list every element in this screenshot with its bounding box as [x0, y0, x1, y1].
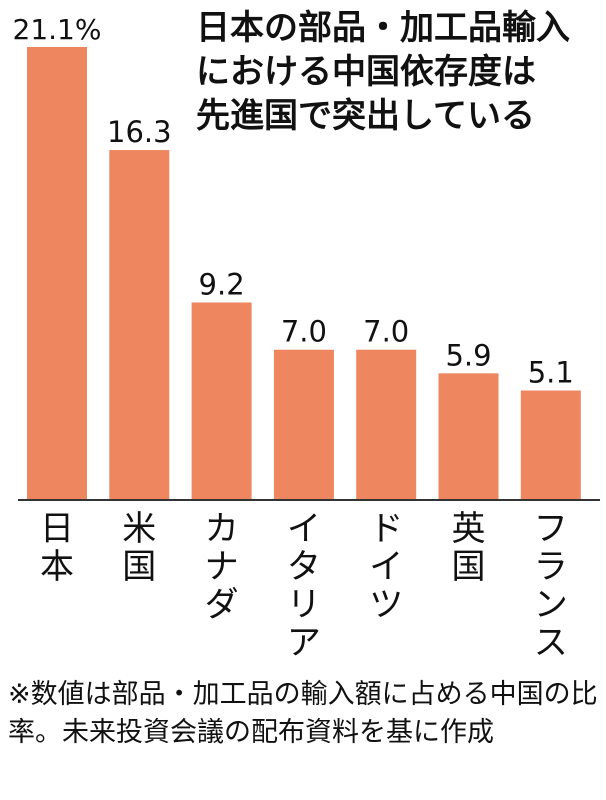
svg-text:ド: ド	[369, 509, 403, 549]
value-label-5: 7.0	[363, 315, 409, 349]
value-label-1: 21.1%	[13, 13, 102, 46]
source-note: ※数値は部品・加工品の輸入額に占める中国の比率。未来投資会議の配布資料を基に作成	[8, 679, 598, 748]
bar-4	[273, 349, 334, 500]
svg-text:カ: カ	[205, 509, 239, 549]
category-label-3: カナダ	[205, 509, 239, 625]
svg-text:英: 英	[452, 509, 486, 549]
svg-text:国: 国	[122, 547, 156, 587]
title-line-2: における中国依存度は	[196, 52, 536, 92]
category-label-1: 日本	[40, 509, 74, 587]
bar-3	[191, 302, 252, 500]
category-label-6: 英国	[452, 509, 486, 587]
svg-text:イ: イ	[369, 547, 403, 587]
svg-text:ン: ン	[534, 585, 568, 625]
svg-text:ア: ア	[287, 623, 321, 663]
svg-text:ラ: ラ	[534, 547, 568, 587]
value-label-4: 7.0	[281, 315, 327, 349]
svg-text:国: 国	[452, 547, 486, 587]
svg-text:リ: リ	[287, 585, 321, 625]
bar-7	[520, 390, 581, 500]
svg-text:米: 米	[122, 509, 156, 549]
bar-6	[438, 373, 499, 500]
category-label-2: 米国	[122, 509, 156, 587]
svg-text:ダ: ダ	[205, 585, 239, 625]
svg-text:ツ: ツ	[369, 585, 403, 625]
value-label-3: 9.2	[199, 267, 245, 301]
svg-text:日: 日	[40, 509, 74, 549]
value-label-6: 5.9	[445, 338, 491, 372]
value-label-7: 5.1	[528, 356, 574, 390]
svg-text:タ: タ	[287, 547, 321, 587]
value-label-2: 16.3	[107, 115, 172, 149]
bar-5	[356, 349, 417, 500]
title-line-3: 先進国で突出している	[196, 96, 535, 136]
svg-text:ナ: ナ	[205, 547, 239, 587]
svg-text:本: 本	[40, 547, 74, 587]
chart-title: 日本の部品・加工品輸入 における中国依存度は 先進国で突出している	[196, 6, 600, 138]
svg-text:イ: イ	[287, 509, 321, 549]
svg-text:フ: フ	[534, 509, 568, 549]
title-line-1: 日本の部品・加工品輸入	[196, 8, 570, 48]
svg-text:ス: ス	[534, 623, 568, 663]
bar-1	[27, 47, 87, 500]
category-label-5: ドイツ	[369, 509, 403, 625]
bar-2	[109, 150, 170, 501]
